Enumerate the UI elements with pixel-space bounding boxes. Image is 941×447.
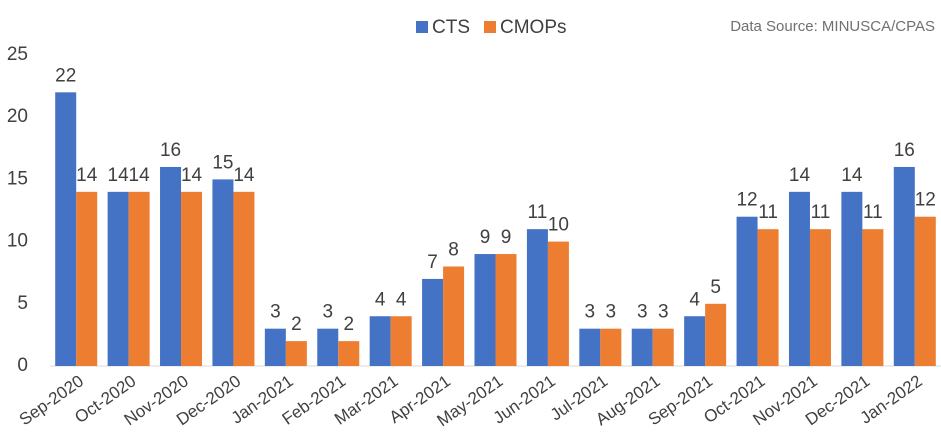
bar [809, 229, 831, 366]
data-label: 3 [637, 302, 648, 323]
data-label: 4 [689, 289, 700, 310]
data-label: 9 [501, 227, 512, 248]
data-label: 12 [915, 190, 936, 211]
bar [285, 341, 307, 366]
bar [128, 191, 150, 366]
bar [684, 316, 706, 366]
bar [757, 229, 779, 366]
bar [652, 328, 674, 366]
data-label: 3 [322, 302, 333, 323]
data-label: 14 [76, 165, 98, 186]
data-label: 5 [710, 277, 721, 298]
bar [76, 191, 98, 366]
data-label: 14 [181, 165, 203, 186]
data-label: 3 [658, 302, 669, 323]
data-label: 3 [270, 302, 281, 323]
bar [338, 341, 360, 366]
data-label: 14 [841, 165, 863, 186]
legend-swatch [484, 21, 496, 33]
data-label: 7 [427, 252, 438, 273]
bar [181, 191, 203, 366]
bar [547, 241, 569, 366]
bar [160, 166, 182, 366]
data-label: 4 [396, 289, 407, 310]
data-label: 2 [343, 314, 354, 335]
legend-swatch [416, 21, 428, 33]
data-label: 9 [480, 227, 491, 248]
data-label: 16 [894, 140, 915, 161]
y-tick-label: 10 [7, 231, 28, 252]
bar [736, 216, 758, 366]
bar [474, 254, 496, 366]
bar [107, 191, 129, 366]
bar [264, 328, 286, 366]
data-label: 11 [863, 202, 883, 223]
y-tick-label: 20 [7, 106, 28, 127]
y-tick-label: 25 [7, 44, 28, 65]
data-label: 3 [585, 302, 596, 323]
data-label: 15 [212, 152, 233, 173]
x-tick-label: Sep-2020 [16, 371, 87, 429]
bar [893, 166, 915, 366]
bar [841, 191, 863, 366]
annotation: Data Source: MINUSCA/CPAS [730, 18, 935, 35]
bar [579, 328, 601, 366]
data-label: 11 [758, 202, 778, 223]
data-label: 8 [448, 239, 459, 260]
bar [233, 191, 255, 366]
bar [212, 179, 234, 366]
data-label: 3 [606, 302, 617, 323]
bar [422, 278, 444, 366]
data-label: 11 [528, 202, 548, 223]
data-label: 4 [375, 289, 386, 310]
bar [788, 191, 810, 366]
data-label: 14 [108, 165, 130, 186]
legend-label: CTS [432, 17, 470, 38]
data-label: 12 [736, 190, 757, 211]
data-label: 14 [789, 165, 811, 186]
bar [914, 216, 936, 366]
bar [390, 316, 412, 366]
bar [631, 328, 653, 366]
bar [495, 254, 517, 366]
bar [443, 266, 465, 366]
y-tick-label: 5 [17, 293, 28, 314]
data-label: 16 [160, 140, 181, 161]
bar [317, 328, 339, 366]
data-label: 2 [291, 314, 302, 335]
data-label: 10 [548, 215, 569, 236]
data-label: 11 [811, 202, 831, 223]
data-label: 14 [233, 165, 255, 186]
bar [526, 229, 548, 366]
y-tick-label: 15 [7, 168, 28, 189]
bar [369, 316, 391, 366]
data-label: 22 [55, 65, 76, 86]
bar [862, 229, 884, 366]
data-label: 14 [129, 165, 151, 186]
y-tick-label: 0 [17, 355, 28, 376]
bar [600, 328, 622, 366]
legend-label: CMOPs [500, 17, 567, 38]
bar [705, 303, 727, 366]
bar [55, 92, 77, 366]
